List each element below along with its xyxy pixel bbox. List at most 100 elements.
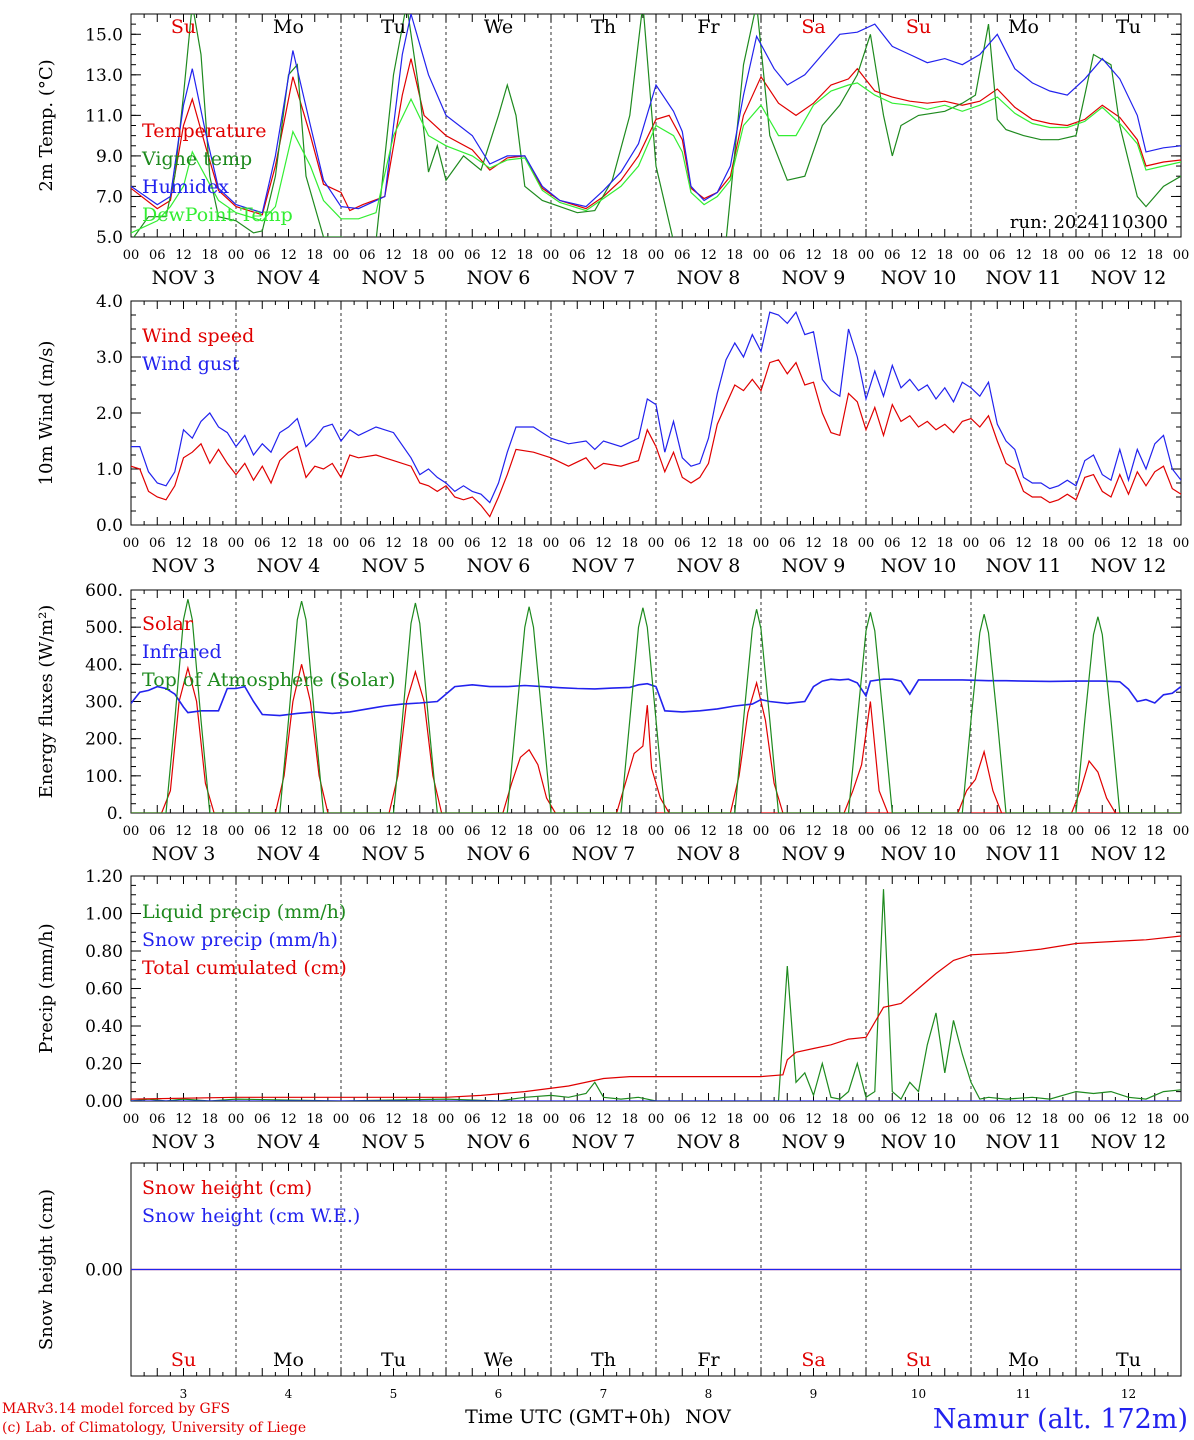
hour-tick-label: 12 [490, 536, 507, 551]
legend-entry: Wind gust [142, 353, 240, 375]
hour-tick-label: 00 [333, 536, 350, 551]
hour-tick-label: 18 [831, 248, 848, 263]
hour-tick-label: 00 [438, 248, 455, 263]
legend-entry: DewPoint Temp [142, 204, 293, 226]
y-axis-label: 2m Temp. (°C) [36, 59, 57, 191]
hour-tick-label: 00 [123, 1112, 140, 1127]
hour-tick-label: 12 [595, 1112, 612, 1127]
hour-tick-label: 12 [385, 824, 402, 839]
y-tick-label: 0. [107, 804, 123, 824]
hour-tick-label: 00 [333, 1112, 350, 1127]
y-tick-label: 1.00 [85, 905, 123, 925]
hour-tick-label: 06 [254, 1112, 271, 1127]
day-number: 11 [1016, 1387, 1031, 1401]
day-number: 5 [390, 1387, 398, 1401]
weekday-label: Tu [1116, 1349, 1141, 1371]
date-label: NOV 10 [881, 843, 957, 865]
weekday-label: Sa [801, 1349, 825, 1371]
hour-tick-label: 06 [884, 1112, 901, 1127]
hour-tick-label: 18 [201, 824, 218, 839]
hour-tick-label: 06 [254, 824, 271, 839]
hour-tick-label: 00 [1173, 536, 1190, 551]
hour-tick-label: 00 [543, 536, 560, 551]
hour-tick-label: 00 [123, 248, 140, 263]
hour-tick-label: 18 [306, 248, 323, 263]
y-tick-label: 3.0 [96, 348, 123, 368]
y-tick-label: 400. [85, 655, 123, 675]
date-label: NOV 3 [152, 843, 216, 865]
legend-entry: Solar [142, 613, 194, 635]
hour-tick-label: 18 [201, 1112, 218, 1127]
date-label: NOV 7 [572, 555, 636, 577]
hour-tick-label: 06 [149, 824, 166, 839]
y-tick-label: 600. [85, 581, 123, 601]
hour-tick-label: 00 [858, 824, 875, 839]
date-label: NOV 11 [986, 267, 1062, 289]
hour-tick-label: 12 [910, 824, 927, 839]
hour-tick-label: 12 [700, 824, 717, 839]
y-axis-label: Precip (mm/h) [36, 923, 57, 1053]
hour-tick-label: 00 [648, 824, 665, 839]
hour-tick-label: 06 [1094, 248, 1111, 263]
hour-tick-label: 12 [1015, 824, 1032, 839]
series-line-liquid-precip-mm-h- [131, 889, 1181, 1101]
weekday-label: Sa [801, 16, 825, 38]
hour-tick-label: 18 [411, 248, 428, 263]
hour-tick-label: 00 [228, 824, 245, 839]
weekday-label: Su [171, 16, 196, 38]
date-label: NOV 12 [1091, 1131, 1167, 1153]
date-label: NOV 7 [572, 1131, 636, 1153]
weekday-label: Th [591, 1349, 616, 1371]
legend-entry: Infrared [142, 641, 222, 663]
date-label: NOV 4 [257, 1131, 321, 1153]
y-tick-label: 1.20 [85, 867, 123, 887]
hour-tick-label: 06 [569, 824, 586, 839]
y-tick-label: 0.80 [85, 942, 123, 962]
weekday-label: We [484, 1349, 513, 1371]
date-label: NOV 3 [152, 267, 216, 289]
hour-tick-label: 06 [359, 824, 376, 839]
weekday-label: Th [591, 16, 616, 38]
hour-tick-label: 12 [280, 536, 297, 551]
weekday-label: Su [906, 1349, 931, 1371]
weekday-label: Tu [381, 1349, 406, 1371]
weekday-label: Tu [381, 16, 406, 38]
date-label: NOV 8 [677, 267, 741, 289]
weekday-label: Mo [273, 16, 304, 38]
legend-entry: Vigne temp [141, 148, 252, 170]
hour-tick-label: 06 [989, 536, 1006, 551]
date-label: NOV 6 [467, 267, 531, 289]
date-label: NOV 4 [257, 843, 321, 865]
y-axis-label: 10m Wind (m/s) [36, 341, 57, 486]
y-tick-label: 0.00 [85, 1092, 123, 1112]
hour-tick-label: 12 [595, 536, 612, 551]
hour-tick-label: 06 [779, 536, 796, 551]
weekday-label: Fr [697, 1349, 720, 1371]
hour-tick-label: 18 [1146, 248, 1163, 263]
date-label: NOV 3 [152, 1131, 216, 1153]
hour-tick-label: 00 [333, 248, 350, 263]
hour-tick-label: 12 [910, 536, 927, 551]
series-line-wind-speed [131, 359, 1181, 518]
hour-tick-label: 12 [805, 824, 822, 839]
location-title: Namur (alt. 172m) [932, 1404, 1188, 1435]
hour-tick-label: 18 [831, 1112, 848, 1127]
hour-tick-label: 00 [1068, 248, 1085, 263]
hour-tick-label: 06 [989, 1112, 1006, 1127]
hour-tick-label: 00 [753, 536, 770, 551]
day-number: 9 [810, 1387, 818, 1401]
y-tick-label: 0.00 [85, 1261, 123, 1281]
y-tick-label: 13.0 [85, 66, 123, 86]
date-label: NOV 11 [986, 555, 1062, 577]
hour-tick-label: 18 [621, 1112, 638, 1127]
hour-tick-label: 18 [516, 536, 533, 551]
hour-tick-label: 00 [1173, 824, 1190, 839]
hour-tick-label: 12 [910, 248, 927, 263]
day-number: 4 [285, 1387, 293, 1401]
series-line-top-of-atmosphere-solar- [131, 599, 1181, 813]
hour-tick-label: 06 [779, 1112, 796, 1127]
legend-entry: Snow height (cm W.E.) [142, 1205, 360, 1227]
run-label: run: 2024110300 [1010, 212, 1168, 233]
hour-tick-label: 18 [411, 536, 428, 551]
hour-tick-label: 18 [726, 536, 743, 551]
